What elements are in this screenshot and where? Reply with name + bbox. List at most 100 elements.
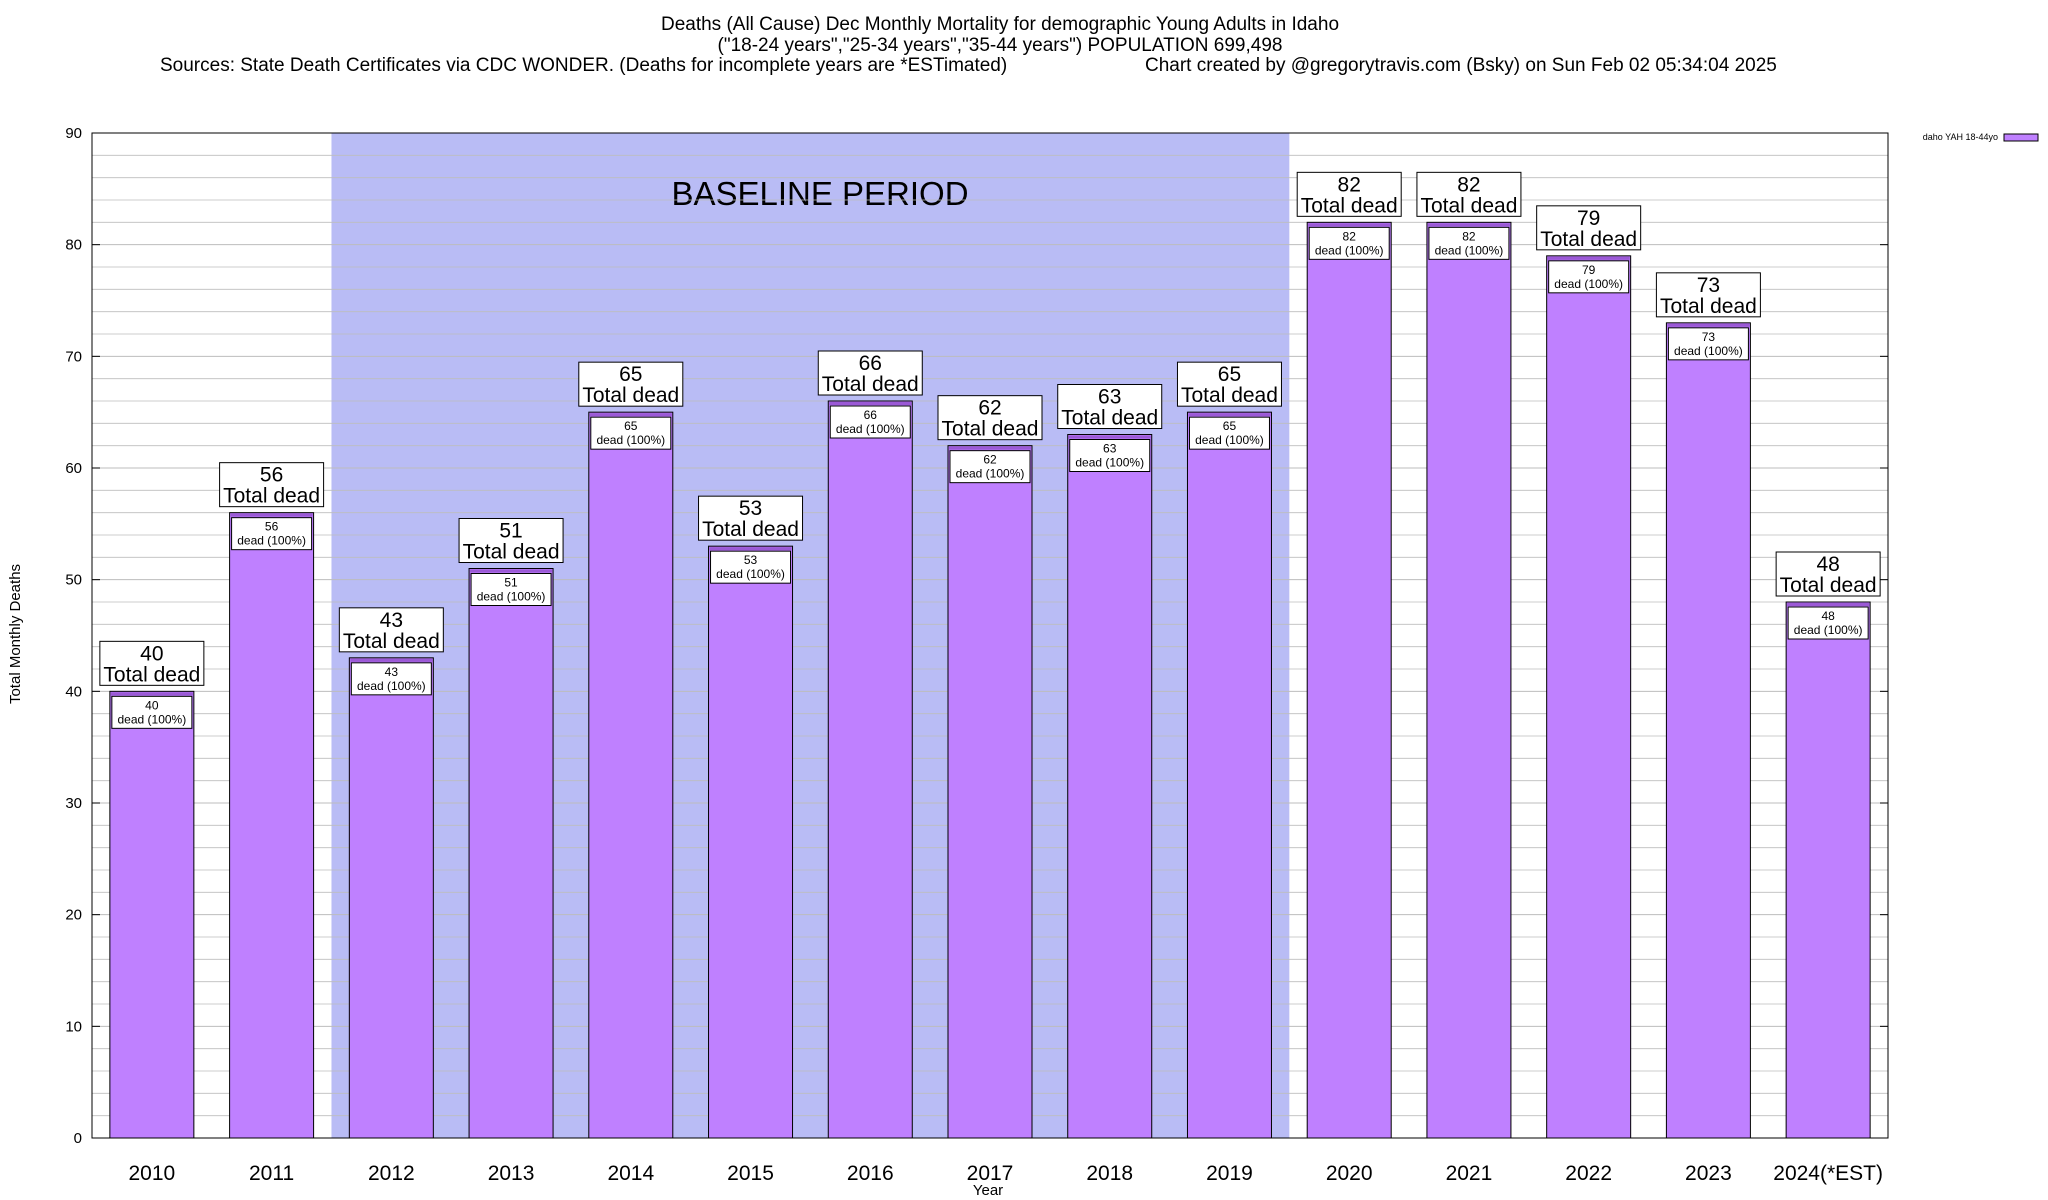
total-label-text: Total dead <box>822 373 919 396</box>
chart-subtitle: ("18-24 years","25-34 years","35-44 year… <box>718 35 1283 56</box>
inner-label-text: dead (100%) <box>1794 623 1863 637</box>
inner-label-text: dead (100%) <box>1315 243 1384 257</box>
inner-label-box <box>1069 439 1151 472</box>
bar <box>588 411 674 1139</box>
inner-label-box <box>590 416 672 450</box>
inner-label-value: 65 <box>1223 419 1237 433</box>
total-label-value: 66 <box>859 352 882 375</box>
total-label-value: 65 <box>619 363 642 386</box>
total-label-text: Total dead <box>1540 228 1637 251</box>
total-label-box <box>1655 272 1761 318</box>
bar <box>1306 221 1392 1139</box>
inner-label-text: dead (100%) <box>596 433 665 447</box>
x-tick-label: 2024(*EST) <box>1773 1162 1883 1185</box>
x-tick-label: 2015 <box>727 1162 774 1185</box>
total-label-box <box>1296 171 1402 217</box>
bar-top-stripe <box>829 402 912 405</box>
total-label-text: Total dead <box>702 518 799 541</box>
inner-label-box <box>1428 226 1510 260</box>
inner-label-box <box>829 405 911 439</box>
bar-top-stripe <box>1667 323 1750 327</box>
x-tick-label: 2016 <box>847 1162 894 1185</box>
inner-label-box <box>1667 327 1749 361</box>
total-label-value: 73 <box>1697 274 1720 297</box>
bar-top-stripe <box>949 446 1031 450</box>
total-label-value: 51 <box>499 520 522 543</box>
inner-label-box <box>111 695 193 729</box>
bar-top-stripe <box>110 692 193 696</box>
total-label-value: 79 <box>1577 207 1600 230</box>
total-label-value: 56 <box>260 464 283 487</box>
total-label-value: 53 <box>739 497 762 520</box>
inner-label-text: dead (100%) <box>118 712 187 726</box>
total-label-box <box>1775 551 1881 597</box>
total-label-value: 48 <box>1816 553 1839 576</box>
y-axis-label: Total Monthly Deaths <box>7 564 24 704</box>
inner-label-text: dead (100%) <box>1195 433 1264 447</box>
inner-label-value: 56 <box>265 520 279 534</box>
total-label-box <box>1416 171 1522 217</box>
total-label-box <box>817 350 923 396</box>
total-label-box <box>219 462 325 508</box>
bar-series <box>109 221 1871 1139</box>
inner-label-box <box>1787 606 1869 640</box>
y-tick-label: 50 <box>65 572 82 589</box>
bar-top-stripe <box>1308 223 1391 227</box>
inner-label-value: 66 <box>864 408 878 422</box>
total-label-box <box>937 395 1043 441</box>
total-label-box <box>1536 205 1642 251</box>
total-label-text: Total dead <box>1061 407 1158 430</box>
legend: daho YAH 18-44yo <box>1923 132 2039 142</box>
total-label-text: Total dead <box>1780 574 1877 597</box>
y-tick-label: 20 <box>65 907 82 924</box>
x-tick-label: 2023 <box>1685 1162 1732 1185</box>
legend-swatch <box>2003 133 2039 142</box>
y-tick-label: 0 <box>74 1130 82 1147</box>
bar <box>1426 221 1512 1139</box>
total-label-value: 62 <box>978 397 1001 420</box>
x-tick-label: 2019 <box>1206 1162 1253 1185</box>
inner-label-value: 51 <box>504 576 518 590</box>
bar <box>1785 601 1871 1139</box>
bar-top-stripe <box>589 413 672 417</box>
total-label-text: Total dead <box>582 384 679 407</box>
x-tick-label: 2017 <box>967 1162 1014 1185</box>
total-label-value: 43 <box>380 609 403 632</box>
y-tick-label: 60 <box>65 460 82 477</box>
bar-top-stripe <box>1068 435 1151 439</box>
inner-label-text: dead (100%) <box>477 590 546 604</box>
total-label-text: Total dead <box>1420 194 1517 217</box>
total-label-text: Total dead <box>103 663 200 686</box>
plot-frame <box>91 132 1889 1139</box>
inner-label-box <box>1308 226 1390 260</box>
x-tick-label: 2013 <box>488 1162 535 1185</box>
inner-label-value: 43 <box>385 665 399 679</box>
total-label-value: 82 <box>1457 173 1480 196</box>
y-tick-label: 40 <box>65 683 82 700</box>
inner-label-box <box>350 662 432 696</box>
inner-label-box <box>231 517 313 551</box>
total-label-text: Total dead <box>942 418 1039 441</box>
chart-title: Deaths (All Cause) Dec Monthly Mortality… <box>661 14 1339 35</box>
x-tick-label: 2014 <box>607 1162 654 1185</box>
inner-label-text: dead (100%) <box>1554 277 1623 291</box>
inner-label-value: 62 <box>983 453 997 467</box>
bar-top-stripe <box>1427 223 1510 227</box>
inner-label-box <box>470 573 552 606</box>
total-label-box <box>458 518 564 563</box>
x-tick-label: 2020 <box>1326 1162 1373 1185</box>
bar-top-stripe <box>350 658 433 662</box>
bar <box>1067 434 1153 1139</box>
total-label-box <box>1176 361 1282 407</box>
total-label-text: Total dead <box>1301 194 1398 217</box>
total-label-box <box>338 607 444 653</box>
y-tick-label: 80 <box>65 237 82 254</box>
y-tick-label: 90 <box>65 125 82 142</box>
inner-label-box <box>1188 416 1270 450</box>
y-tick-label: 30 <box>65 795 82 812</box>
total-label-value: 63 <box>1098 386 1121 409</box>
inner-label-text: dead (100%) <box>836 422 905 436</box>
chart-credit-note: Chart created by @gregorytravis.com (Bsk… <box>1145 55 1777 76</box>
